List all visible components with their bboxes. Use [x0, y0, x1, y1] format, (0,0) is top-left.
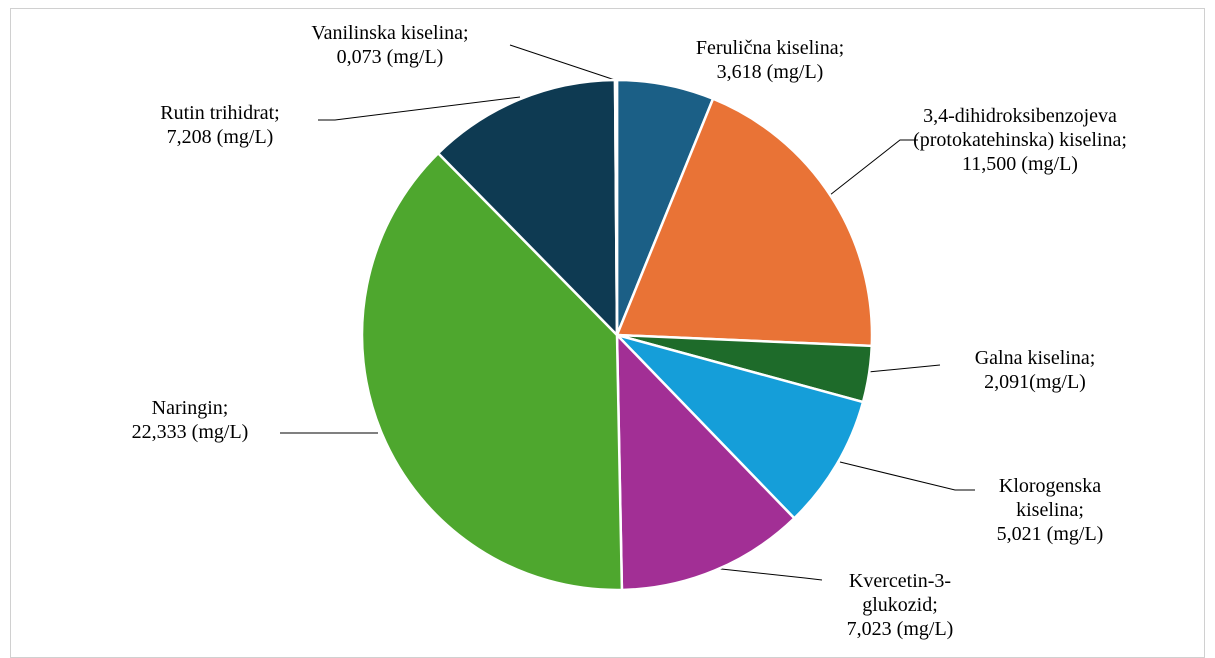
leader-lines [280, 44, 975, 581]
pie-slice [436, 78, 619, 339]
pie-slice [613, 78, 619, 336]
slice-label: Rutin trihidrat; 7,208 (mg/L) [130, 101, 310, 149]
value-label: 7,023 (mg/L) [846, 618, 954, 640]
value-label: 22,333 (mg/L) [131, 421, 249, 443]
pie-slice [615, 331, 797, 592]
category-label: Vanilinska kiselina; [311, 22, 469, 44]
leader-line [829, 139, 918, 196]
slice-label: 3,4-dihidroksibenzojeva (protokatehinska… [910, 104, 1130, 176]
value-label: 7,208 (mg/L) [166, 126, 274, 148]
slice-label: Vanilinska kiselina; 0,073 (mg/L) [270, 21, 510, 69]
pie-slice [360, 151, 624, 592]
slice-label: Kvercetin-3-glukozid; 7,023 (mg/L) [825, 569, 975, 641]
value-label: 11,500 (mg/L) [962, 153, 1078, 175]
category-label: Kvercetin-3-glukozid; [848, 570, 952, 616]
leader-line [839, 461, 975, 491]
slice-label: Klorogenska kiselina; 5,021 (mg/L) [975, 474, 1125, 546]
category-label: Ferulična kiselina; [695, 37, 845, 59]
slice-label: Naringin; 22,333 (mg/L) [100, 396, 280, 444]
leader-line [318, 96, 521, 121]
leader-line [509, 44, 616, 81]
category-label: Naringin; [151, 397, 229, 419]
value-label: 2,091(mg/L) [984, 371, 1086, 393]
leader-line [867, 364, 941, 373]
value-label: 3,618 (mg/L) [716, 61, 824, 83]
pie-slice [615, 97, 874, 348]
category-label: Galna kiselina; [974, 347, 1096, 369]
value-label: 0,073 (mg/L) [336, 46, 444, 68]
slice-label: Ferulična kiselina; 3,618 (mg/L) [670, 36, 870, 84]
leader-line [711, 567, 823, 581]
pie-slice [612, 332, 865, 521]
category-label: Klorogenska kiselina; [998, 475, 1102, 521]
category-label: 3,4-dihidroksibenzojeva (protokatehinska… [913, 105, 1127, 151]
value-label: 5,021 (mg/L) [996, 523, 1104, 545]
slice-label: Galna kiselina; 2,091(mg/L) [940, 346, 1130, 394]
category-label: Rutin trihidrat; [160, 102, 280, 124]
